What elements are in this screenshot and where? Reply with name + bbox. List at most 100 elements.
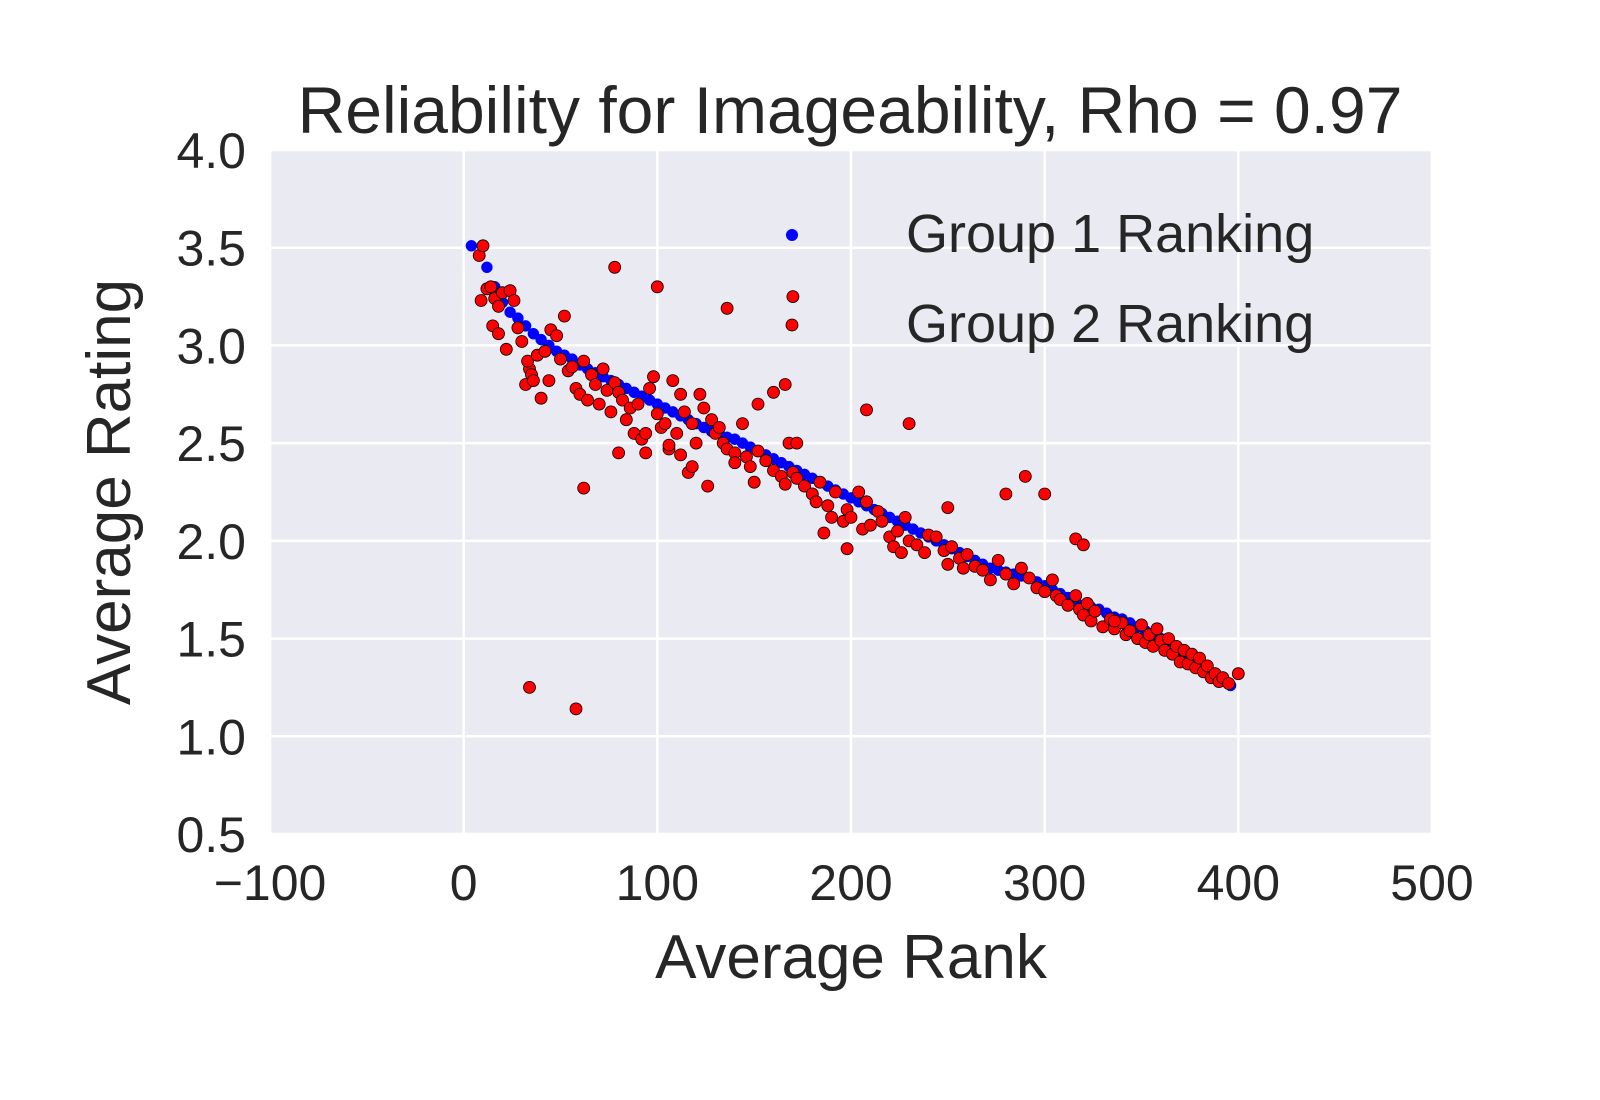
group-2-point	[476, 239, 490, 253]
group-2-point	[581, 393, 594, 407]
x-tick-label: 300	[1003, 855, 1086, 911]
group-2-point	[1080, 597, 1094, 610]
group-2-point	[751, 397, 765, 411]
group-2-point	[767, 385, 780, 399]
group-2-point	[689, 436, 703, 450]
group-2-point	[941, 501, 955, 515]
group-2-point	[945, 540, 959, 554]
group-2-point	[701, 479, 715, 493]
group-2-point	[1193, 651, 1206, 665]
group-1-point	[527, 327, 540, 340]
group-2-point	[666, 374, 680, 388]
group-2-point	[747, 475, 761, 489]
x-tick-labels: −100 0 100 200 300 400 500	[214, 855, 1474, 911]
group-2-point	[991, 554, 1005, 567]
group-2-point	[1038, 487, 1052, 501]
group-2-point	[639, 426, 653, 440]
group-2-point	[759, 454, 773, 468]
group-2-point	[712, 421, 726, 434]
group-2-point	[821, 499, 835, 513]
group-2-point	[941, 557, 955, 571]
group-2-point	[778, 477, 792, 491]
data-points	[465, 239, 1245, 716]
group-2-point	[511, 321, 525, 335]
group-2-point	[538, 344, 552, 358]
group-2-point	[1200, 659, 1214, 673]
x-tick-label: 0	[450, 855, 478, 911]
group-2-point	[798, 479, 811, 493]
group-2-point	[918, 546, 931, 559]
group-2-point	[1018, 469, 1032, 483]
group-2-point	[790, 436, 804, 450]
group-2-point	[1077, 538, 1090, 552]
group-2-point	[523, 681, 536, 694]
group-2-point	[592, 397, 606, 411]
group-2-point	[693, 387, 707, 401]
group-2-point	[534, 391, 548, 405]
grid-lines	[268, 148, 1434, 836]
group-2-point	[984, 573, 997, 587]
group-2-point	[484, 280, 498, 294]
group-2-point	[1231, 667, 1245, 681]
group-2-point	[786, 290, 800, 304]
group-2-point	[550, 329, 563, 343]
group-2-point	[864, 518, 877, 532]
group-2-point	[608, 260, 622, 274]
group-1-point	[535, 333, 547, 346]
group-2-point	[685, 417, 699, 431]
chart-title: Reliability for Imageability, Rho = 0.97	[298, 73, 1403, 147]
group-2-point	[875, 514, 889, 528]
group-2-point	[643, 381, 656, 395]
group-2-point	[565, 360, 579, 374]
y-axis-title: Average Rating	[75, 279, 144, 705]
group-2-point	[1135, 618, 1148, 632]
group-2-point	[817, 526, 831, 540]
group-2-point	[589, 378, 602, 391]
group-2-point	[860, 403, 873, 417]
group-1-point	[465, 240, 478, 252]
group-2-point	[542, 374, 556, 388]
group-1-point	[481, 261, 493, 274]
group-2-point	[631, 397, 645, 411]
group-2-point	[639, 446, 653, 460]
group-2-point	[976, 563, 990, 577]
group-2-point	[1007, 577, 1021, 591]
group-2-point	[554, 352, 567, 366]
group-2-point	[619, 413, 633, 427]
group-2-point	[1162, 632, 1175, 645]
group-2-point	[720, 301, 734, 315]
group-2-point	[1088, 604, 1102, 618]
group-2-point	[844, 511, 858, 524]
group-2-point	[1150, 622, 1164, 636]
group-2-point	[697, 401, 711, 415]
group-2-point	[596, 362, 610, 376]
group-2-point	[898, 511, 912, 524]
group-2-point	[658, 417, 672, 431]
group-2-point	[891, 524, 904, 538]
group-2-point	[728, 456, 742, 470]
group-2-point	[678, 405, 691, 419]
group-2-point	[895, 546, 908, 559]
group-2-point	[1123, 624, 1137, 638]
group-2-point	[577, 481, 591, 495]
group-2-point	[736, 417, 749, 431]
group-2-point	[558, 309, 571, 323]
group-2-point	[674, 387, 687, 401]
group-2-point	[1222, 677, 1236, 690]
group-2-point	[1069, 589, 1083, 602]
group-2-point	[902, 417, 916, 431]
y-tick-label: 1.5	[176, 612, 246, 668]
group-2-point	[1015, 561, 1028, 575]
group-2-point	[670, 426, 684, 440]
group-2-point	[999, 567, 1013, 581]
x-tick-label: 500	[1390, 855, 1473, 911]
group-2-point	[492, 327, 505, 341]
group-2-point	[1061, 598, 1075, 612]
legend: Group 1 Ranking Group 2 Ranking	[785, 204, 1314, 354]
group-2-point	[662, 438, 676, 452]
y-tick-label: 2.5	[176, 416, 246, 472]
group-2-point	[521, 354, 534, 368]
group-2-point	[743, 460, 757, 474]
group-2-point	[1046, 573, 1059, 587]
